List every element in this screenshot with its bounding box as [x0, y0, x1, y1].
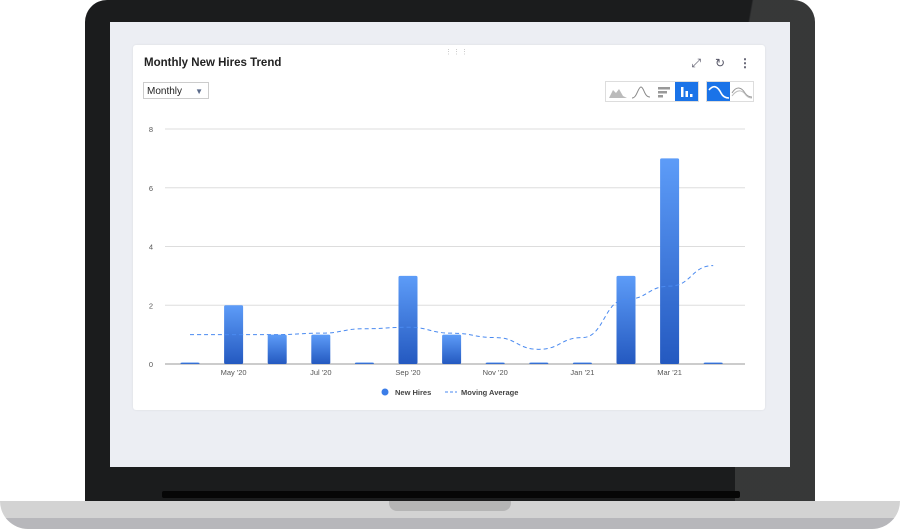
bar-feb--21: [616, 275, 636, 364]
legend-new-hires-marker: [381, 388, 389, 396]
bar-dec--20: [529, 362, 549, 364]
laptop-notch: [389, 501, 511, 511]
chart-type-toggle: [605, 81, 699, 102]
bar-aug--20: [354, 362, 374, 364]
caret-down-icon: ▼: [195, 87, 203, 96]
x-tick-label: May '20: [221, 368, 247, 377]
x-tick-label: Jul '20: [310, 368, 331, 377]
x-tick-label: Nov '20: [483, 368, 508, 377]
line-chart-icon[interactable]: [629, 82, 652, 101]
y-tick-label: 4: [149, 243, 153, 252]
chart-widget: ⋮⋮⋮ Monthly New Hires Trend ⤢ ↻ ⋮ Monthl…: [133, 45, 765, 410]
bar-jul--20: [311, 334, 331, 364]
refresh-icon[interactable]: ↻: [714, 56, 725, 70]
y-tick-label: 0: [149, 360, 153, 369]
legend-moving-average-label: Moving Average: [461, 388, 518, 397]
trend-toggle: [706, 81, 754, 102]
horizontal-bar-icon[interactable]: [652, 82, 675, 101]
bar-apr--20: [180, 362, 200, 364]
bar-oct--20: [442, 334, 462, 364]
y-tick-label: 8: [149, 125, 153, 134]
drag-handle-icon[interactable]: ⋮⋮⋮: [445, 49, 469, 56]
period-select[interactable]: Monthly ▼: [143, 82, 209, 99]
bar-jan--21: [572, 362, 592, 364]
y-tick-label: 6: [149, 184, 153, 193]
more-vertical-icon[interactable]: ⋮: [739, 56, 751, 70]
bar-jun--20: [267, 334, 287, 364]
laptop-screen: ⋮⋮⋮ Monthly New Hires Trend ⤢ ↻ ⋮ Monthl…: [110, 22, 790, 467]
bar-apr--21: [703, 362, 723, 364]
smooth-curve-icon[interactable]: [707, 82, 730, 101]
legend-new-hires-label: New Hires: [395, 388, 431, 397]
x-tick-label: Jan '21: [570, 368, 594, 377]
bar-mar--21: [660, 158, 680, 364]
bar-sep--20: [398, 275, 418, 364]
widget-title: Monthly New Hires Trend: [144, 57, 282, 69]
laptop-hinge: [162, 491, 740, 498]
area-chart-icon[interactable]: [606, 82, 629, 101]
moving-average-line: [189, 265, 714, 350]
multi-curve-icon[interactable]: [730, 82, 753, 101]
y-tick-label: 2: [149, 301, 153, 310]
period-select-value: Monthly: [147, 86, 183, 97]
x-tick-label: Mar '21: [657, 368, 682, 377]
bar-chart-icon[interactable]: [675, 82, 698, 101]
x-tick-label: Sep '20: [395, 368, 420, 377]
bar-nov--20: [485, 362, 505, 364]
bar-chart: 0 2 4 6 8 May '20 Jul '20 Sep '20 Nov '20 Jan '21…: [149, 125, 745, 397]
expand-icon[interactable]: ⤢: [691, 56, 701, 70]
